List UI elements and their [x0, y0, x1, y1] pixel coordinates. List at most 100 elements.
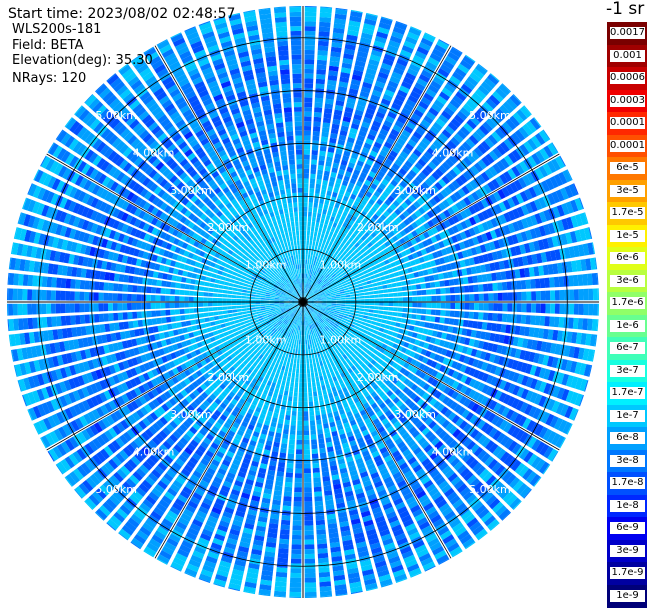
range-gate-cell — [304, 506, 312, 511]
range-gate-cell — [311, 435, 317, 440]
range-gate-cell — [319, 577, 331, 583]
range-gate-cell — [323, 375, 327, 380]
range-gate-cell — [411, 314, 416, 319]
range-gate-cell — [323, 224, 327, 229]
range-gate-cell — [318, 395, 323, 400]
range-gate-cell — [283, 429, 289, 434]
range-gate-cell — [388, 307, 393, 311]
range-gate-cell — [304, 525, 313, 530]
range-gate-cell — [312, 387, 316, 392]
range-gate-cell — [310, 183, 315, 188]
range-gate-cell — [308, 382, 312, 387]
range-gate-cell — [300, 364, 303, 369]
range-gate-cell — [304, 426, 309, 431]
range-gate-cell — [521, 315, 526, 324]
range-gate-cell — [296, 440, 302, 445]
range-gate-cell — [311, 439, 317, 444]
range-gate-cell — [310, 425, 315, 430]
range-gate-cell — [311, 160, 317, 165]
range-gate-cell — [450, 287, 455, 293]
range-gate-cell — [379, 294, 384, 298]
range-gate-cell — [322, 209, 327, 214]
range-gate-cell — [309, 260, 311, 265]
range-gate-cell — [460, 295, 465, 302]
range-gate-cell — [372, 283, 377, 287]
range-gate-cell — [364, 292, 369, 295]
range-gate-cell — [374, 310, 379, 314]
range-gate-cell — [293, 397, 297, 402]
range-gate-cell — [319, 581, 331, 587]
range-gate-cell — [288, 372, 292, 377]
range-gate-cell — [492, 313, 497, 321]
range-gate-cell — [440, 310, 445, 316]
range-gate-cell — [309, 358, 312, 363]
range-gate-cell — [393, 307, 398, 311]
range-gate-cell — [582, 318, 588, 330]
range-gate-cell — [304, 274, 305, 279]
range-gate-cell — [390, 321, 395, 326]
range-gate-cell — [292, 530, 301, 535]
range-gate-cell — [446, 295, 451, 301]
range-gate-cell — [290, 430, 296, 435]
range-gate-cell — [304, 459, 311, 464]
range-gate-cell — [345, 295, 350, 297]
range-gate-cell — [294, 358, 297, 363]
range-gate-cell — [398, 292, 403, 296]
range-gate-cell — [280, 360, 284, 365]
range-gate-cell — [297, 421, 302, 426]
range-gate-cell — [310, 344, 313, 349]
range-gate-cell — [421, 283, 426, 288]
range-gate-cell — [312, 458, 319, 463]
range-gate-cell — [312, 241, 315, 246]
range-gate-cell — [541, 291, 546, 301]
range-gate-cell — [298, 411, 303, 416]
range-gate-cell — [291, 559, 302, 564]
range-gate-cell — [410, 279, 415, 284]
range-gate-cell — [284, 491, 292, 496]
range-gate-cell — [318, 41, 329, 47]
range-gate-cell — [278, 394, 283, 400]
range-gate-cell — [319, 22, 331, 28]
range-gate-cell — [278, 364, 282, 369]
range-gate-cell — [472, 276, 478, 284]
range-gate-cell — [315, 501, 323, 506]
range-gate-cell — [276, 476, 284, 482]
range-gate-cell — [319, 361, 323, 366]
range-gate-cell — [309, 188, 314, 193]
range-gate-cell — [307, 264, 309, 269]
range-gate-cell — [492, 283, 497, 291]
range-gate-cell — [287, 458, 294, 463]
range-gate-cell — [397, 313, 402, 318]
range-gate-cell — [314, 367, 318, 372]
range-gate-cell — [292, 368, 295, 373]
range-gate-cell — [290, 573, 301, 578]
range-gate-cell — [313, 122, 321, 127]
range-gate-cell — [350, 294, 355, 297]
range-gate-cell — [303, 254, 305, 259]
range-gate-cell — [549, 316, 555, 326]
range-gate-cell — [311, 164, 317, 169]
range-gate-cell — [416, 284, 421, 289]
range-gate-cell — [426, 309, 431, 314]
range-gate-cell — [315, 98, 323, 103]
range-gate-cell — [378, 310, 383, 314]
range-gate-cell — [482, 274, 488, 282]
range-gate-cell — [531, 291, 536, 300]
range-gate-cell — [439, 317, 444, 323]
range-gate-cell — [312, 150, 318, 155]
range-gate-cell — [304, 112, 312, 117]
range-gate-cell — [464, 311, 469, 318]
range-gate-cell — [303, 373, 306, 378]
range-gate-cell — [305, 45, 315, 50]
range-gate-cell — [300, 326, 301, 331]
range-gate-cell — [455, 303, 460, 309]
range-gate-cell — [415, 278, 421, 283]
range-gate-cell — [431, 310, 436, 316]
range-gate-cell — [312, 136, 319, 141]
range-gate-cell — [304, 454, 310, 459]
range-gate-cell — [440, 288, 445, 294]
range-gate-cell — [536, 291, 541, 301]
range-gate-cell — [286, 362, 290, 367]
range-gate-cell — [323, 118, 331, 124]
range-gate-cell — [304, 540, 314, 545]
